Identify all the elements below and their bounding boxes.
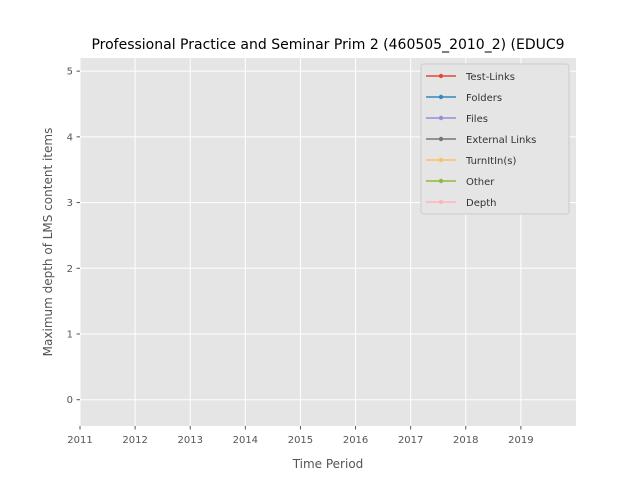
x-tick-label: 2013 bbox=[177, 435, 202, 446]
legend-label: Other bbox=[466, 177, 495, 188]
legend-marker bbox=[438, 136, 444, 142]
legend-label: Folders bbox=[466, 93, 502, 104]
x-tick-label: 2017 bbox=[398, 435, 423, 446]
y-axis-label: Maximum depth of LMS content items bbox=[41, 128, 55, 357]
legend: Test-Links Folders Files External Links Turn… bbox=[420, 63, 570, 215]
x-tick-label: 2019 bbox=[508, 435, 533, 446]
x-tick-label: 2015 bbox=[288, 435, 313, 446]
legend-label: External Links bbox=[466, 135, 536, 146]
legend-marker bbox=[438, 178, 444, 184]
y-tick-label: 4 bbox=[67, 132, 73, 143]
legend-label: Test-Links bbox=[465, 72, 515, 83]
x-tick-label: 2016 bbox=[343, 435, 368, 446]
legend-marker bbox=[438, 73, 444, 79]
x-axis-ticks: 2011 2012 2013 2014 2015 2016 2017 2018 2019 bbox=[67, 426, 534, 446]
y-tick-label: 1 bbox=[67, 330, 73, 341]
y-tick-label: 3 bbox=[67, 198, 73, 209]
x-tick-label: 2012 bbox=[122, 435, 147, 446]
legend-label: Files bbox=[466, 114, 488, 125]
y-axis-ticks: 0 1 2 3 4 5 bbox=[67, 67, 80, 406]
legend-label: TurnItIn(s) bbox=[465, 156, 516, 167]
x-tick-label: 2014 bbox=[233, 435, 258, 446]
legend-marker bbox=[438, 199, 444, 205]
y-tick-label: 2 bbox=[67, 264, 73, 275]
x-tick-label: 2011 bbox=[67, 435, 92, 446]
legend-box bbox=[420, 63, 570, 215]
legend-label: Depth bbox=[466, 198, 496, 209]
y-tick-label: 5 bbox=[67, 67, 73, 78]
x-tick-label: 2018 bbox=[453, 435, 478, 446]
chart-title: Professional Practice and Seminar Prim 2… bbox=[91, 37, 564, 53]
legend-marker bbox=[438, 157, 444, 163]
y-tick-label: 0 bbox=[67, 395, 73, 406]
legend-marker bbox=[438, 115, 444, 121]
x-axis-label: Time Period bbox=[292, 457, 364, 471]
legend-marker bbox=[438, 94, 444, 100]
